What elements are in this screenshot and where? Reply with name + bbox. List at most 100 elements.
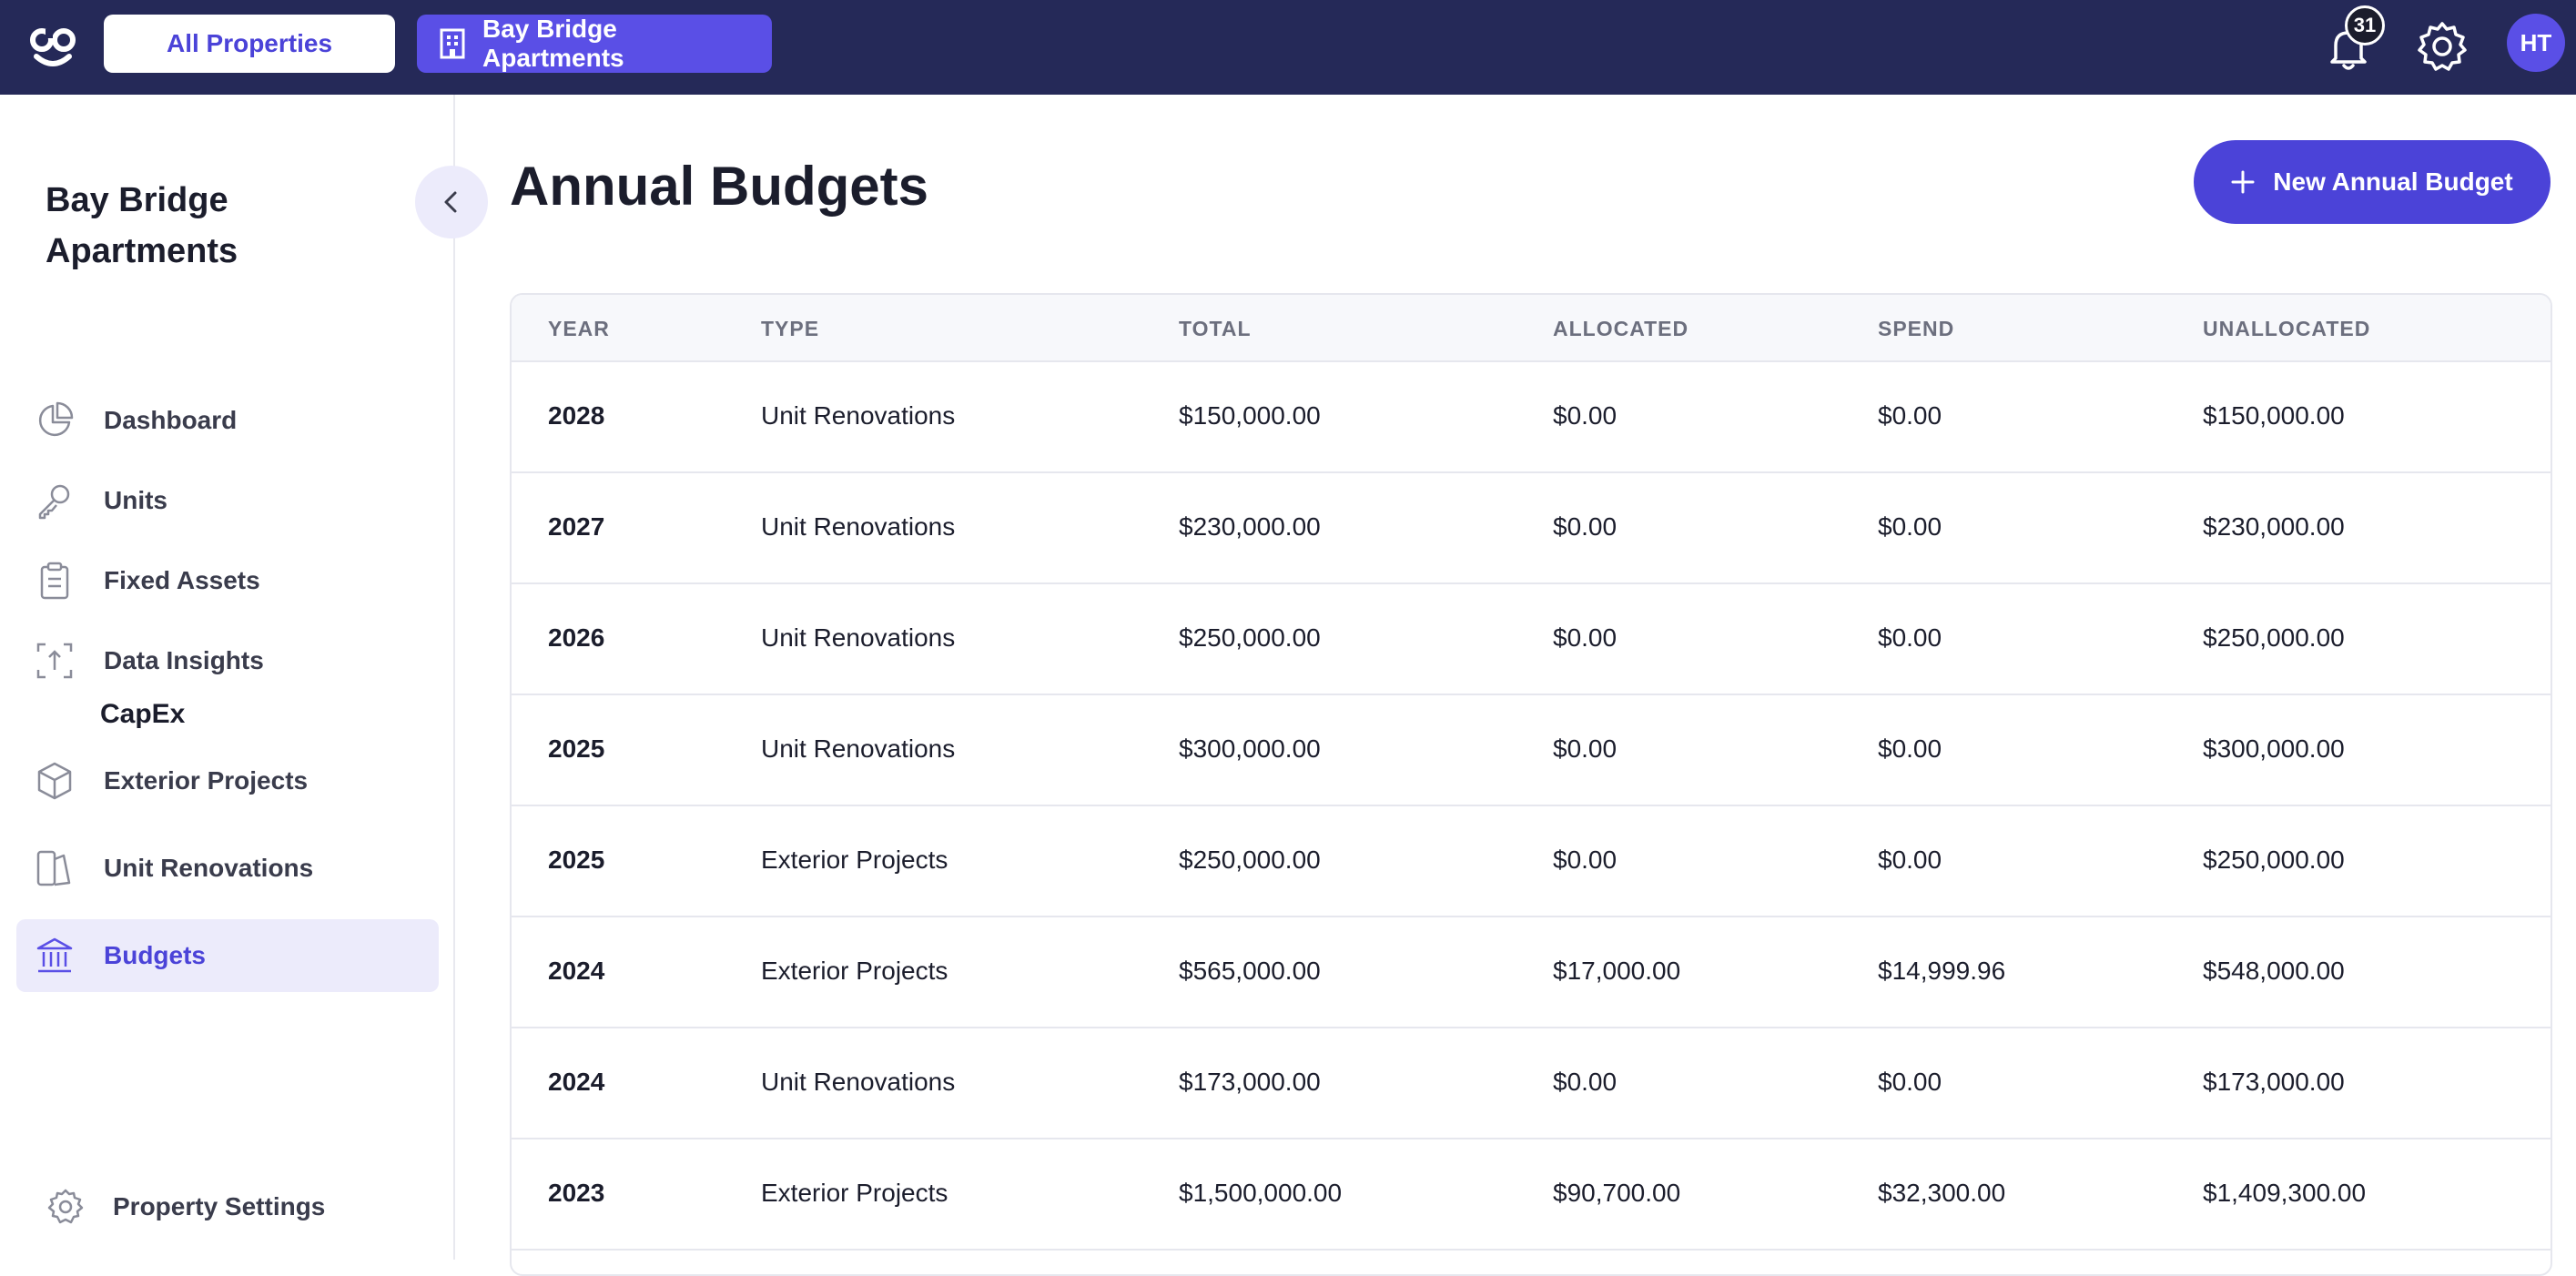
- sidebar-item-units[interactable]: Units: [16, 464, 439, 537]
- cell-total: $150,000.00: [1179, 401, 1321, 430]
- company-logo-icon[interactable]: [27, 22, 78, 73]
- sidebar: Bay Bridge Apartments Dashboard Units Fi…: [0, 95, 455, 1260]
- annual-budgets-table: YEAR TYPE TOTAL ALLOCATED SPEND UNALLOCA…: [510, 293, 2552, 1276]
- pie-chart-icon: [38, 401, 74, 437]
- cell-total: $250,000.00: [1179, 846, 1321, 874]
- cell-allocated: $0.00: [1553, 1068, 1618, 1096]
- new-annual-budget-button[interactable]: New Annual Budget: [2194, 140, 2551, 224]
- table-row[interactable]: 2027 Unit Renovations $230,000.00 $0.00 …: [512, 473, 2551, 584]
- cell-unallocated: $300,000.00: [2203, 734, 2345, 763]
- table-row[interactable]: 2026 Unit Renovations $250,000.00 $0.00 …: [512, 584, 2551, 695]
- cell-type: Exterior Projects: [761, 957, 948, 985]
- cell-type: Unit Renovations: [761, 1068, 956, 1096]
- sidebar-item-label: Dashboard: [104, 406, 238, 434]
- all-properties-button[interactable]: All Properties: [104, 15, 395, 73]
- sidebar-item-fixed-assets[interactable]: Fixed Assets: [16, 544, 439, 617]
- cell-total: $565,000.00: [1179, 957, 1321, 985]
- cell-type: Unit Renovations: [761, 623, 956, 652]
- sidebar-item-label: Data Insights: [104, 646, 264, 674]
- column-header-type[interactable]: TYPE: [761, 317, 820, 340]
- cell-spend: $0.00: [1878, 1068, 1942, 1096]
- table-row[interactable]: 2025 Unit Renovations $300,000.00 $0.00 …: [512, 695, 2551, 806]
- cell-unallocated: $173,000.00: [2203, 1068, 2345, 1096]
- top-nav-bar: All Properties Bay Bridge Apartments 31 …: [0, 0, 2576, 95]
- cell-type: Exterior Projects: [761, 1179, 948, 1207]
- column-header-allocated[interactable]: ALLOCATED: [1553, 317, 1689, 340]
- cell-year: 2023: [548, 1179, 605, 1207]
- column-header-year[interactable]: YEAR: [548, 317, 610, 340]
- property-settings-label: Property Settings: [113, 1192, 326, 1220]
- table-row[interactable]: 2025 Exterior Projects $250,000.00 $0.00…: [512, 806, 2551, 917]
- table-row[interactable]: 2028 Unit Renovations $150,000.00 $0.00 …: [512, 362, 2551, 473]
- cell-year: 2026: [548, 623, 605, 652]
- sidebar-item-data-insights[interactable]: Data Insights: [16, 624, 439, 697]
- cell-allocated: $0.00: [1553, 623, 1618, 652]
- sidebar-item-label: Units: [104, 486, 167, 514]
- table-row[interactable]: 2023 Exterior Projects $1,500,000.00 $90…: [512, 1139, 2551, 1251]
- table-row[interactable]: 2024 Unit Renovations $173,000.00 $0.00 …: [512, 1028, 2551, 1139]
- sidebar-item-unit-renovations[interactable]: Unit Renovations: [16, 832, 439, 905]
- cell-total: $250,000.00: [1179, 623, 1321, 652]
- cell-spend: $14,999.96: [1878, 957, 2006, 985]
- sidebar-item-label: Fixed Assets: [104, 566, 260, 594]
- cell-type: Unit Renovations: [761, 512, 956, 541]
- column-header-total[interactable]: TOTAL: [1179, 317, 1252, 340]
- user-avatar[interactable]: HT: [2507, 14, 2565, 72]
- insights-icon: [36, 643, 73, 679]
- capex-section-title: CapEx: [100, 699, 186, 729]
- new-annual-budget-label: New Annual Budget: [2273, 167, 2513, 196]
- cell-year: 2025: [548, 734, 605, 763]
- cell-spend: $0.00: [1878, 623, 1942, 652]
- settings-gear-icon[interactable]: [2414, 18, 2470, 75]
- cell-spend: $0.00: [1878, 846, 1942, 874]
- cell-year: 2025: [548, 846, 605, 874]
- cell-year: 2027: [548, 512, 605, 541]
- current-property-button[interactable]: Bay Bridge Apartments: [417, 15, 772, 73]
- cell-allocated: $0.00: [1553, 401, 1618, 430]
- column-header-spend[interactable]: SPEND: [1878, 317, 1955, 340]
- notifications-count-badge[interactable]: 31: [2345, 5, 2385, 46]
- cell-total: $300,000.00: [1179, 734, 1321, 763]
- cell-type: Exterior Projects: [761, 846, 948, 874]
- sidebar-item-label: Budgets: [104, 941, 206, 969]
- cell-unallocated: $250,000.00: [2203, 623, 2345, 652]
- cell-type: Unit Renovations: [761, 401, 956, 430]
- all-properties-label: All Properties: [166, 29, 333, 57]
- sidebar-item-label: Exterior Projects: [104, 766, 309, 795]
- cube-icon: [37, 762, 72, 800]
- sidebar-item-budgets[interactable]: Budgets: [16, 919, 439, 992]
- cell-allocated: $90,700.00: [1553, 1179, 1681, 1207]
- cell-allocated: $0.00: [1553, 846, 1618, 874]
- cell-year: 2024: [548, 1068, 605, 1096]
- property-settings-link[interactable]: Property Settings: [46, 1187, 325, 1227]
- sidebar-item-exterior-projects[interactable]: Exterior Projects: [16, 744, 439, 817]
- cell-spend: $0.00: [1878, 734, 1942, 763]
- renovation-icon: [36, 850, 71, 886]
- cell-unallocated: $230,000.00: [2203, 512, 2345, 541]
- plus-icon: [2231, 170, 2255, 194]
- cell-unallocated: $548,000.00: [2203, 957, 2345, 985]
- bank-icon: [36, 937, 73, 973]
- collapse-sidebar-button[interactable]: [415, 166, 488, 238]
- cell-allocated: $0.00: [1553, 734, 1618, 763]
- settings-gear-icon: [47, 1189, 84, 1224]
- cell-spend: $0.00: [1878, 401, 1942, 430]
- sidebar-item-dashboard[interactable]: Dashboard: [16, 384, 439, 457]
- cell-allocated: $0.00: [1553, 512, 1618, 541]
- table-header: YEAR TYPE TOTAL ALLOCATED SPEND UNALLOCA…: [512, 295, 2551, 362]
- cell-year: 2028: [548, 401, 605, 430]
- table-row[interactable]: 2024 Exterior Projects $565,000.00 $17,0…: [512, 917, 2551, 1028]
- current-property-label: Bay Bridge Apartments: [482, 15, 624, 72]
- cell-unallocated: $250,000.00: [2203, 846, 2345, 874]
- page-title: Annual Budgets: [510, 156, 928, 217]
- cell-spend: $32,300.00: [1878, 1179, 2006, 1207]
- cell-unallocated: $150,000.00: [2203, 401, 2345, 430]
- chevron-left-icon: [444, 191, 457, 213]
- cell-unallocated: $1,409,300.00: [2203, 1179, 2367, 1207]
- clipboard-icon: [40, 562, 69, 600]
- column-header-unallocated[interactable]: UNALLOCATED: [2203, 317, 2371, 340]
- cell-type: Unit Renovations: [761, 734, 956, 763]
- cell-spend: $0.00: [1878, 512, 1942, 541]
- cell-total: $173,000.00: [1179, 1068, 1321, 1096]
- cell-total: $230,000.00: [1179, 512, 1321, 541]
